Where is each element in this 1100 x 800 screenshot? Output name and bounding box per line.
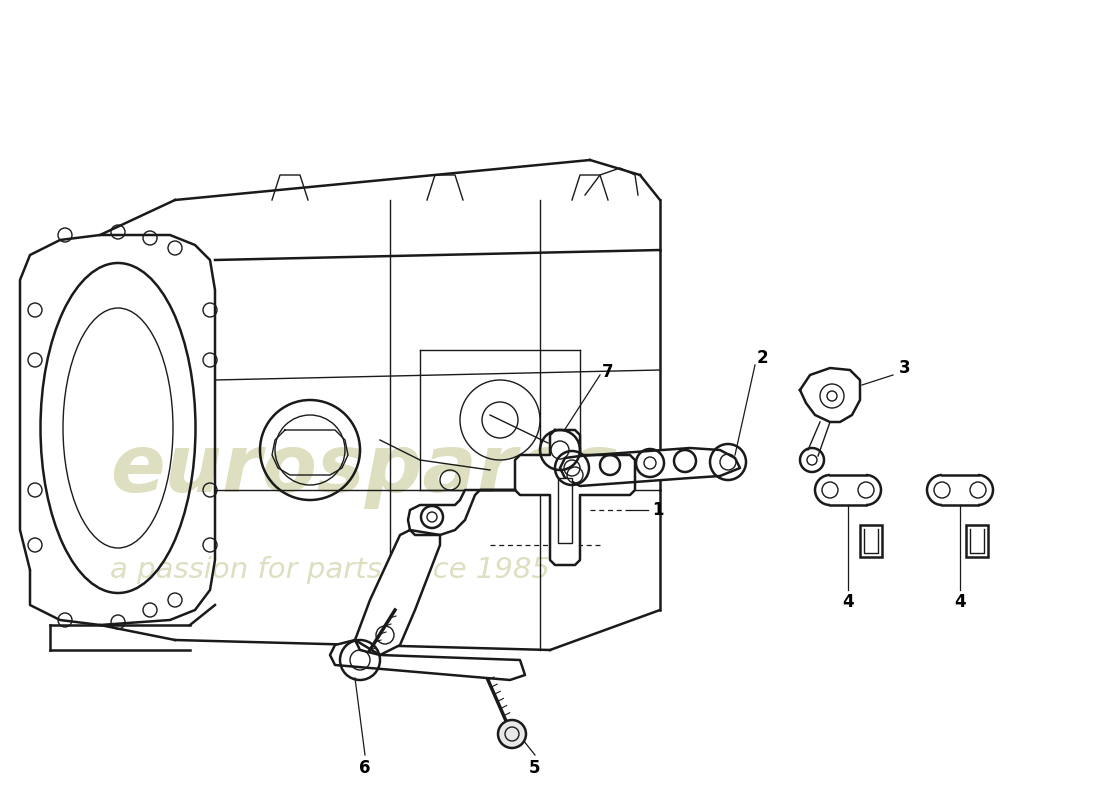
Text: eurospares: eurospares [110, 431, 619, 509]
Bar [966, 525, 988, 557]
Text: 1: 1 [652, 501, 663, 519]
Polygon shape [800, 368, 860, 422]
Polygon shape [408, 490, 515, 535]
Circle shape [498, 720, 526, 748]
Bar [558, 478, 572, 543]
Bar [860, 525, 882, 557]
Polygon shape [515, 430, 635, 565]
Text: 4: 4 [843, 593, 854, 611]
Text: 4: 4 [954, 593, 966, 611]
Text: 5: 5 [529, 759, 541, 777]
Text: 6: 6 [360, 759, 371, 777]
Text: 3: 3 [899, 359, 911, 377]
Text: 2: 2 [756, 349, 768, 367]
Text: 7: 7 [602, 363, 614, 381]
Polygon shape [330, 640, 525, 680]
Text: a passion for parts since 1985: a passion for parts since 1985 [110, 556, 550, 584]
Polygon shape [560, 448, 740, 486]
Polygon shape [355, 530, 440, 655]
